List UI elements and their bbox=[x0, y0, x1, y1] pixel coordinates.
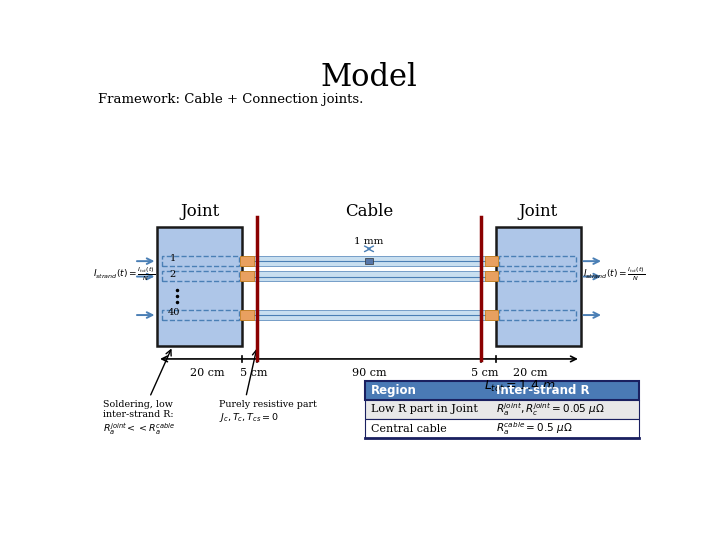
Bar bbox=[365, 419, 639, 438]
Text: Framework: Cable + Connection joints.: Framework: Cable + Connection joints. bbox=[98, 93, 364, 106]
Text: 2: 2 bbox=[170, 270, 176, 279]
Text: 5 cm: 5 cm bbox=[240, 368, 267, 378]
Text: Model: Model bbox=[320, 63, 418, 93]
Text: Low R part in Joint: Low R part in Joint bbox=[372, 404, 478, 414]
Text: $R_a^{cable} = 0.5\ \mu\Omega$: $R_a^{cable} = 0.5\ \mu\Omega$ bbox=[496, 420, 573, 437]
Bar bbox=[157, 226, 242, 346]
Text: 5 cm: 5 cm bbox=[471, 368, 498, 378]
Bar bbox=[365, 381, 639, 400]
Text: Joint: Joint bbox=[519, 202, 558, 220]
Text: $R_a^{joint}, R_c^{joint} = 0.05\ \mu\Omega$: $R_a^{joint}, R_c^{joint} = 0.05\ \mu\Om… bbox=[496, 401, 606, 418]
Bar bbox=[240, 256, 253, 266]
Bar bbox=[242, 309, 496, 320]
Text: 90 cm: 90 cm bbox=[351, 368, 387, 378]
Bar bbox=[365, 258, 373, 264]
Bar bbox=[499, 309, 576, 320]
Text: 40: 40 bbox=[168, 308, 181, 317]
Text: Cable: Cable bbox=[345, 202, 393, 220]
Bar bbox=[240, 271, 253, 281]
Bar bbox=[162, 271, 239, 281]
Text: Soldering, low
inter-strand R:
$R_a^{joint}<<R_a^{cable}$: Soldering, low inter-strand R: $R_a^{joi… bbox=[104, 400, 176, 437]
Bar bbox=[162, 309, 239, 320]
Bar bbox=[242, 271, 496, 281]
Text: $L_{tot} = 1.4\ m$: $L_{tot} = 1.4\ m$ bbox=[485, 379, 557, 394]
Bar bbox=[485, 256, 498, 266]
Bar bbox=[240, 309, 253, 320]
Bar bbox=[162, 256, 239, 266]
Text: 1: 1 bbox=[170, 254, 176, 264]
Bar bbox=[485, 271, 498, 281]
Text: Inter-strand R: Inter-strand R bbox=[496, 384, 590, 397]
Bar bbox=[242, 256, 496, 266]
Text: 1 mm: 1 mm bbox=[354, 237, 384, 246]
Bar bbox=[485, 309, 498, 320]
Text: Purely resistive part
$J_c, T_c, T_{cs} = 0$: Purely resistive part $J_c, T_c, T_{cs} … bbox=[219, 400, 317, 423]
Bar bbox=[499, 271, 576, 281]
Text: 20 cm: 20 cm bbox=[190, 368, 225, 378]
Bar bbox=[365, 400, 639, 419]
Bar bbox=[496, 226, 581, 346]
Text: Joint: Joint bbox=[180, 202, 219, 220]
Text: $I_{strand}(t)=\frac{I_{tot}(t)}{N}$: $I_{strand}(t)=\frac{I_{tot}(t)}{N}$ bbox=[94, 265, 156, 283]
Bar bbox=[499, 256, 576, 266]
Text: Region: Region bbox=[372, 384, 417, 397]
Text: Central cable: Central cable bbox=[372, 423, 447, 434]
Text: 20 cm: 20 cm bbox=[513, 368, 548, 378]
Text: $I_{strand}(t)=\frac{I_{tot}(t)}{N}$: $I_{strand}(t)=\frac{I_{tot}(t)}{N}$ bbox=[583, 265, 645, 283]
